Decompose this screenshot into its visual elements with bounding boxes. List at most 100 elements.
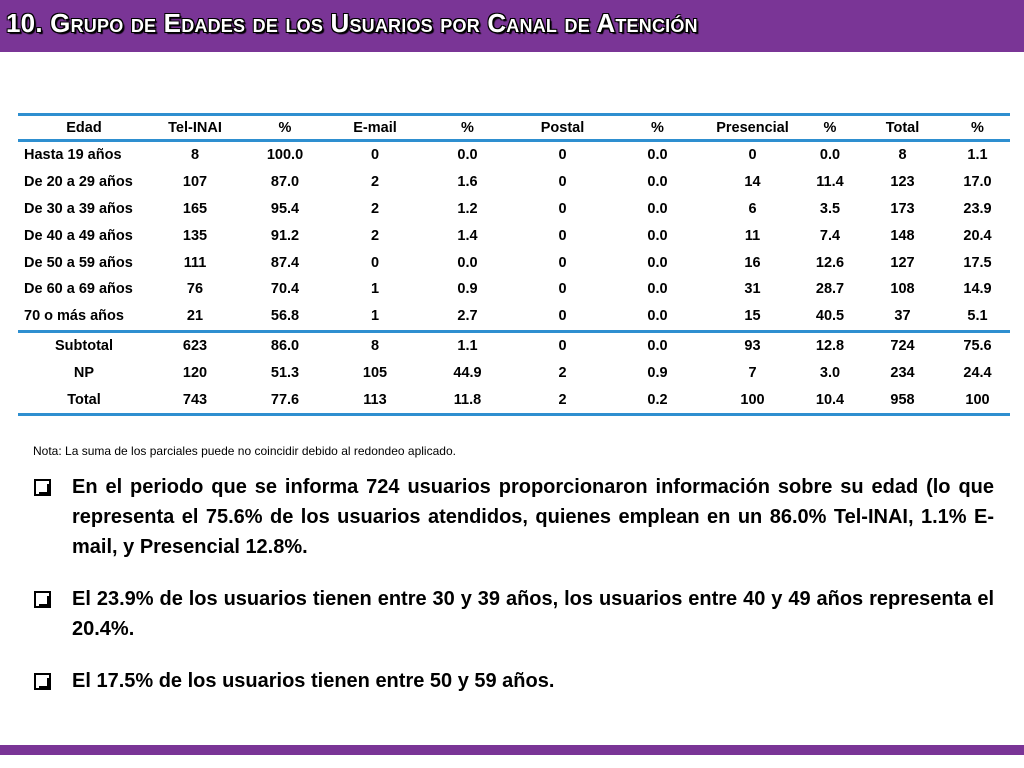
table-cell: 107	[182, 174, 208, 191]
table-cell: 7	[748, 364, 757, 381]
table-cell: 77.6	[270, 391, 300, 408]
header-tel-inai: Tel-INAI	[168, 119, 222, 136]
table-cell: 91.2	[270, 227, 300, 244]
table-cell: 120	[182, 364, 208, 381]
table-cell: 6	[748, 200, 757, 217]
table-cell: 0	[558, 227, 567, 244]
header-edad: Edad	[66, 119, 102, 136]
checkbox-bullet-icon	[34, 591, 51, 608]
table-row: Subtotal 623 86.0 8 1.1 0 0.0 93 12.8 724 75.6	[18, 331, 1010, 359]
table-cell: 958	[890, 391, 915, 408]
table-cell: 11.4	[816, 174, 844, 191]
table-cell: 1	[370, 308, 380, 325]
table-cell: 234	[890, 364, 915, 381]
table-cell: 148	[890, 227, 915, 244]
table-cell: 87.0	[270, 174, 300, 191]
table-cell: 0	[558, 147, 567, 164]
bullet-item: En el periodo que se informa 724 usuario…	[34, 472, 994, 562]
table-cell: 111	[183, 254, 207, 271]
header-total: Total	[885, 119, 920, 136]
row-label-cell: De 40 a 49 años	[24, 227, 133, 244]
table-cell: 0.0	[457, 254, 478, 271]
table-cell: 2.7	[457, 308, 478, 325]
table-cell: 2	[558, 391, 567, 408]
table-body: Hasta 19 años 8 100.0 0 0.0 0 0.0 0 0.0 8 1.1 De 20…	[18, 141, 1010, 415]
table-row: NP 120 51.3 105 44.9 2 0.9 7 3.0 234 24.4	[18, 359, 1010, 386]
header-tel-inai-pct: %	[278, 119, 292, 136]
table-cell: 15	[744, 308, 761, 325]
table-cell: 0.0	[647, 147, 668, 164]
table-cell: 95.4	[270, 200, 300, 217]
table-cell: 0.0	[647, 281, 668, 298]
table-cell: 0.2	[647, 391, 668, 408]
table-cell: 105	[362, 364, 388, 381]
table-cell: 14	[744, 174, 761, 191]
row-label-cell: De 30 a 39 años	[24, 200, 133, 217]
table-cell: 1	[370, 281, 380, 298]
table-cell: 14.9	[963, 281, 992, 298]
bullet-item: El 23.9% de los usuarios tienen entre 30…	[34, 584, 994, 644]
table-cell: 2	[370, 174, 380, 191]
table-cell: 100.0	[266, 147, 304, 164]
header-postal-pct: %	[651, 119, 664, 136]
table-row: Total 743 77.6 113 11.8 2 0.2 100 10.4 958 100	[18, 386, 1010, 415]
table-cell: 1.2	[457, 200, 478, 217]
table-cell: 28.7	[815, 281, 845, 298]
table-cell: 0	[558, 308, 567, 325]
table-cell: 23.9	[963, 200, 992, 217]
table-cell: 108	[890, 281, 915, 298]
table-cell: 0	[370, 147, 380, 164]
table-cell: 11	[744, 227, 761, 244]
table-cell: 51.3	[270, 364, 300, 381]
table-cell: 86.0	[270, 337, 300, 354]
bullet-text: En el periodo que se informa 724 usuario…	[72, 476, 994, 558]
table-cell: 0.0	[647, 308, 668, 325]
row-label-cell: Total	[67, 391, 101, 408]
row-label-cell: De 20 a 29 años	[24, 174, 133, 191]
table-cell: 75.6	[963, 337, 992, 354]
row-label-cell: Subtotal	[55, 337, 113, 354]
table-row: De 60 a 69 años 76 70.4 1 0.9 0 0.0 31 28.7 108 14…	[18, 276, 1010, 303]
table-row: De 40 a 49 años 135 91.2 2 1.4 0 0.0 11 7.4 148 20…	[18, 222, 1010, 249]
table-cell: 56.8	[270, 308, 300, 325]
page-title: 10. Grupo de Edades de los Usuarios por …	[6, 8, 698, 38]
table-cell: 12.6	[815, 254, 845, 271]
table-cell: 2	[370, 200, 380, 217]
table-cell: 623	[182, 337, 208, 354]
table-cell: 2	[558, 364, 567, 381]
row-label-cell: 70 o más años	[24, 308, 124, 325]
header-email: E-mail	[353, 119, 397, 136]
table-cell: 100	[740, 391, 765, 408]
table-cell: 44.9	[453, 364, 482, 381]
table-cell: 37	[894, 308, 911, 325]
header-presencial: Presencial	[716, 119, 789, 136]
table-cell: 0	[558, 281, 567, 298]
table-cell: 1.1	[967, 147, 988, 164]
table-cell: 8	[898, 147, 907, 164]
table-cell: 0.9	[647, 364, 668, 381]
row-label-cell: De 60 a 69 años	[24, 281, 133, 298]
table-cell: 21	[186, 308, 204, 325]
table-cell: 0.9	[457, 281, 478, 298]
table-cell: 165	[182, 200, 208, 217]
table-cell: 0.0	[819, 147, 841, 164]
table-cell: 3.0	[819, 364, 841, 381]
row-label-cell: De 50 a 59 años	[24, 254, 133, 271]
bottom-accent-bar	[0, 745, 1024, 755]
table-cell: 93	[744, 337, 761, 354]
table-cell: 0	[558, 337, 567, 354]
table-cell: 87.4	[270, 254, 300, 271]
row-label-cell: Hasta 19 años	[24, 147, 122, 164]
table-cell: 100	[965, 391, 990, 408]
header-postal: Postal	[540, 119, 585, 136]
table-cell: 123	[890, 174, 915, 191]
table-cell: 8	[370, 337, 380, 354]
table-cell: 17.0	[963, 174, 992, 191]
table-cell: 16	[744, 254, 761, 271]
table-cell: 10.4	[815, 391, 845, 408]
table-note: Nota: La suma de los parciales puede no …	[33, 444, 456, 458]
table-cell: 0.0	[647, 174, 668, 191]
table-cell: 0	[558, 200, 567, 217]
table-cell: 8	[190, 147, 200, 164]
table-cell: 0	[558, 174, 567, 191]
